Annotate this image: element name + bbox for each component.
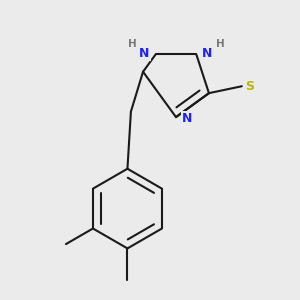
Text: H: H bbox=[128, 39, 136, 49]
Text: H: H bbox=[215, 39, 224, 49]
Text: S: S bbox=[245, 80, 254, 93]
Text: N: N bbox=[202, 46, 213, 59]
Text: N: N bbox=[182, 112, 193, 124]
Text: N: N bbox=[139, 46, 150, 59]
